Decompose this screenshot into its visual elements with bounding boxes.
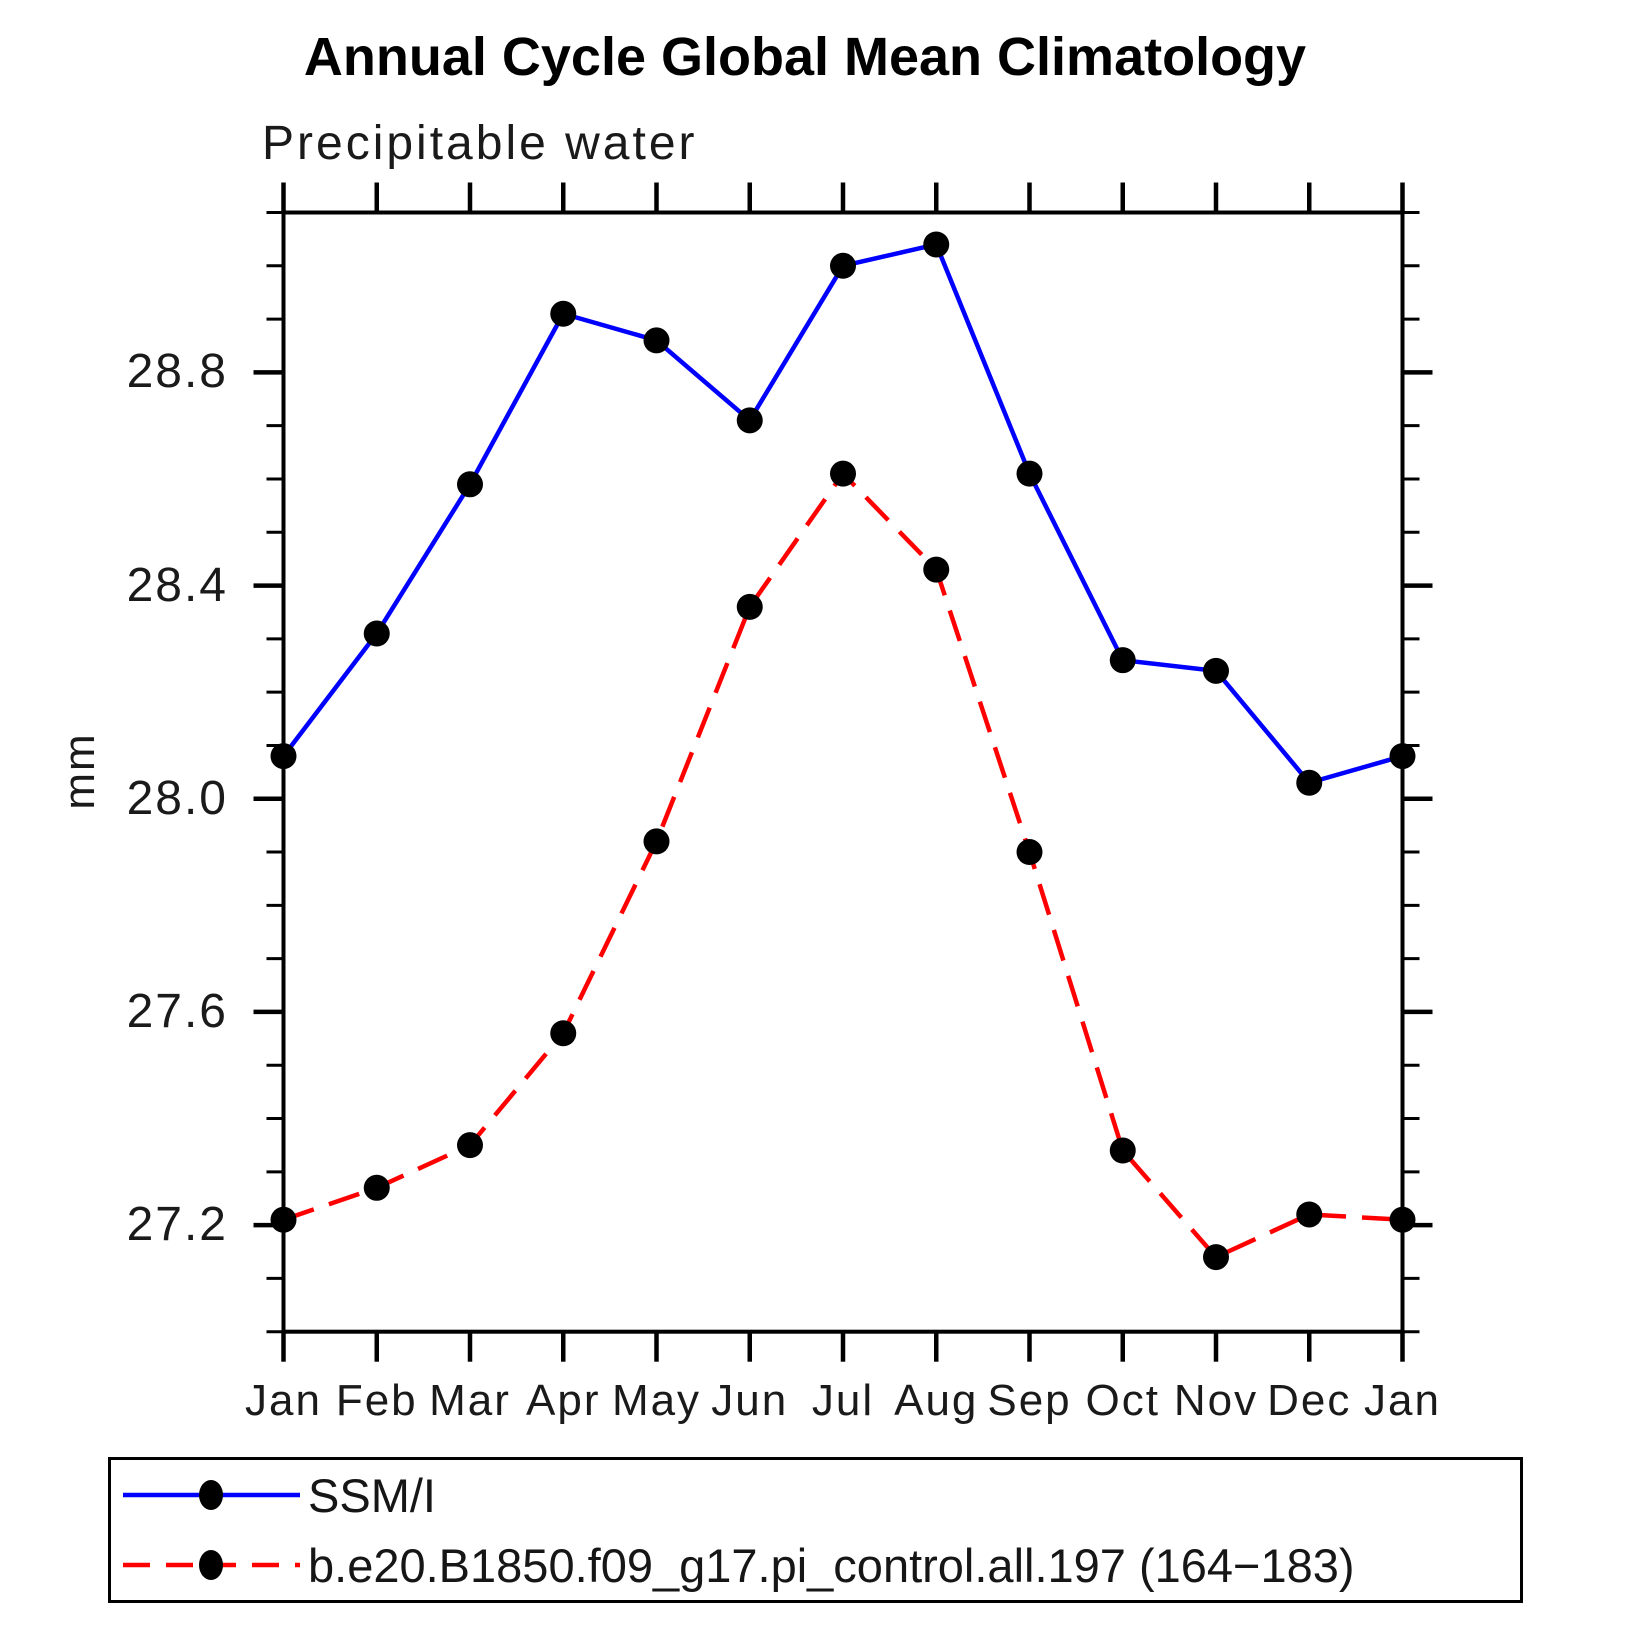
x-tick-label: Feb — [335, 1376, 418, 1425]
x-tick-label: Aug — [894, 1376, 979, 1425]
x-tick-label: Jan — [1364, 1376, 1441, 1425]
data-point-marker — [1203, 657, 1229, 684]
x-tick-label: Sep — [987, 1376, 1072, 1425]
data-point-marker — [830, 252, 856, 279]
x-tick-label: Nov — [1173, 1376, 1259, 1425]
legend-label-ssmi: SSM/I — [308, 1468, 436, 1522]
x-tick-label: May — [611, 1376, 702, 1425]
data-point-marker — [270, 1206, 297, 1233]
legend-label-model: b.e20.B1850.f09_g17.pi_control.all.197 (… — [308, 1538, 1355, 1592]
y-tick-label: 27.6 — [126, 984, 228, 1038]
x-tick-label: Dec — [1267, 1376, 1352, 1425]
x-tick-label: Jul — [811, 1376, 875, 1425]
data-point-marker — [923, 556, 950, 583]
data-point-marker — [830, 460, 856, 487]
chart-subtitle: Precipitable water — [262, 117, 698, 170]
data-point-marker — [1109, 647, 1136, 674]
data-point-marker — [1109, 1137, 1136, 1164]
legend-swatch-ssmi-line-icon — [123, 1480, 300, 1510]
data-point-marker — [1389, 743, 1416, 770]
y-tick-label: 28.8 — [126, 345, 228, 399]
data-point-marker — [550, 1020, 577, 1047]
data-point-marker — [1389, 1206, 1416, 1233]
legend-item-ssmi: SSM/I — [119, 1460, 1520, 1530]
data-point-marker — [550, 300, 577, 327]
data-point-marker — [1296, 769, 1323, 796]
data-point-marker — [363, 620, 390, 647]
plot-frame — [281, 210, 1405, 1334]
x-tick-label: Jun — [711, 1376, 789, 1425]
data-point-marker — [270, 743, 297, 770]
data-point-marker — [923, 231, 950, 258]
data-point-marker — [736, 593, 763, 620]
x-tick-label: Apr — [526, 1376, 601, 1425]
y-tick-label: 28.4 — [126, 558, 228, 612]
x-tick-label: Mar — [429, 1376, 511, 1425]
data-point-marker — [457, 1132, 483, 1159]
chart-title: Annual Cycle Global Mean Climatology — [303, 27, 1307, 87]
data-point-marker — [1203, 1244, 1229, 1271]
legend: SSM/I b.e20.B1850.f09_g17.pi_control.all… — [108, 1457, 1523, 1603]
legend-swatch-model-line-icon — [123, 1550, 300, 1580]
data-point-marker — [736, 407, 763, 434]
data-point-marker — [1016, 460, 1043, 487]
data-point-marker — [1296, 1201, 1323, 1228]
y-tick-label: 28.0 — [126, 771, 228, 825]
y-tick-label: 27.2 — [126, 1198, 228, 1252]
data-point-marker — [1016, 839, 1043, 866]
data-point-marker — [643, 327, 670, 354]
data-point-marker — [643, 828, 670, 855]
x-tick-label: Oct — [1085, 1376, 1160, 1425]
legend-item-model: b.e20.B1850.f09_g17.pi_control.all.197 (… — [119, 1530, 1520, 1600]
data-point-marker — [457, 471, 483, 498]
x-tick-label: Jan — [245, 1376, 322, 1425]
series-line-1 — [282, 471, 1403, 1260]
data-point-marker — [363, 1174, 390, 1201]
series-line-0 — [281, 242, 1404, 786]
